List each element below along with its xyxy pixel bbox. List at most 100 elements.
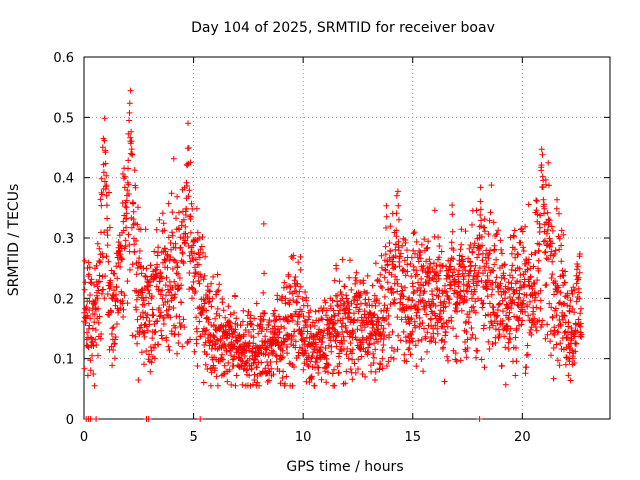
data-point (120, 314, 127, 320)
data-point (185, 145, 192, 151)
data-point (318, 344, 324, 350)
data-point (90, 371, 97, 377)
data-point (290, 252, 297, 259)
data-point (232, 326, 239, 333)
data-point (472, 335, 479, 342)
data-point (197, 416, 204, 422)
data-point (386, 240, 393, 246)
data-point (184, 183, 190, 189)
data-point (509, 274, 516, 281)
data-point (449, 269, 456, 276)
data-point (310, 349, 316, 356)
data-point (220, 356, 226, 363)
data-point (568, 325, 575, 331)
data-point (544, 321, 551, 328)
data-point (339, 329, 346, 335)
data-point (152, 328, 159, 335)
data-point (389, 328, 396, 335)
data-point (554, 196, 560, 203)
data-point (409, 297, 416, 304)
data-point (457, 295, 464, 302)
data-point (432, 302, 439, 309)
data-point (349, 376, 356, 383)
data-point (391, 300, 398, 307)
data-point (273, 338, 280, 345)
data-point (114, 321, 120, 327)
data-point (139, 289, 146, 296)
data-point (260, 289, 267, 296)
data-point (397, 250, 404, 257)
data-point (336, 369, 342, 376)
data-point (379, 365, 386, 372)
data-point (475, 278, 482, 285)
data-point (230, 362, 237, 369)
data-point (179, 343, 186, 350)
data-point (293, 308, 299, 315)
data-point (388, 271, 395, 278)
data-point (379, 355, 386, 362)
data-point (349, 327, 356, 334)
data-point (490, 219, 497, 226)
data-point (145, 300, 152, 307)
data-point (261, 310, 268, 317)
data-point (357, 346, 364, 353)
data-point (490, 304, 497, 310)
data-point (393, 210, 400, 217)
data-point (578, 331, 585, 338)
data-point (489, 286, 496, 293)
data-point (370, 360, 377, 366)
data-point (334, 292, 341, 299)
data-point (81, 365, 88, 372)
data-point (125, 231, 132, 238)
data-point (394, 276, 400, 283)
data-point (159, 210, 166, 217)
data-point (541, 249, 548, 256)
data-point (424, 348, 430, 355)
data-point (360, 280, 367, 287)
data-point (395, 332, 402, 339)
data-point (423, 311, 430, 318)
data-point (122, 243, 129, 250)
data-point (161, 227, 168, 234)
data-point (477, 184, 484, 191)
data-point (322, 345, 329, 351)
data-point (550, 345, 557, 351)
data-point (370, 350, 377, 357)
data-point (573, 280, 580, 287)
data-point (143, 294, 149, 301)
data-point (93, 342, 100, 348)
data-point (169, 266, 176, 272)
data-point (484, 252, 491, 258)
data-point (494, 307, 501, 313)
data-point (426, 264, 433, 271)
data-point (505, 279, 512, 286)
data-point (348, 350, 355, 357)
data-point (180, 258, 187, 265)
data-point (213, 291, 220, 298)
data-point (156, 313, 163, 320)
data-point (257, 321, 264, 328)
data-point (448, 318, 455, 324)
data-point (126, 241, 133, 248)
data-point (388, 344, 395, 351)
data-point (109, 362, 116, 369)
data-point (133, 237, 139, 244)
data-point (163, 337, 170, 344)
data-point (558, 242, 565, 249)
data-point (517, 278, 524, 285)
data-point (508, 250, 515, 257)
data-point (341, 283, 348, 290)
data-point (185, 193, 192, 200)
data-point (96, 313, 103, 320)
data-point (433, 263, 440, 270)
data-point (530, 308, 537, 315)
data-point (156, 216, 163, 223)
data-point (545, 159, 552, 166)
data-point (478, 217, 484, 224)
data-point (481, 228, 488, 235)
data-point (331, 366, 337, 373)
data-point (203, 326, 210, 333)
data-point (401, 351, 408, 358)
data-point (407, 331, 414, 338)
data-point (99, 144, 106, 151)
